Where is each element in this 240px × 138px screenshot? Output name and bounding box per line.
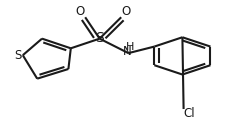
Text: H: H	[126, 42, 134, 52]
Text: N: N	[123, 45, 132, 58]
Text: S: S	[14, 49, 22, 62]
Text: O: O	[121, 5, 131, 18]
Text: Cl: Cl	[184, 107, 195, 120]
Text: O: O	[76, 5, 85, 18]
Text: S: S	[95, 31, 104, 45]
